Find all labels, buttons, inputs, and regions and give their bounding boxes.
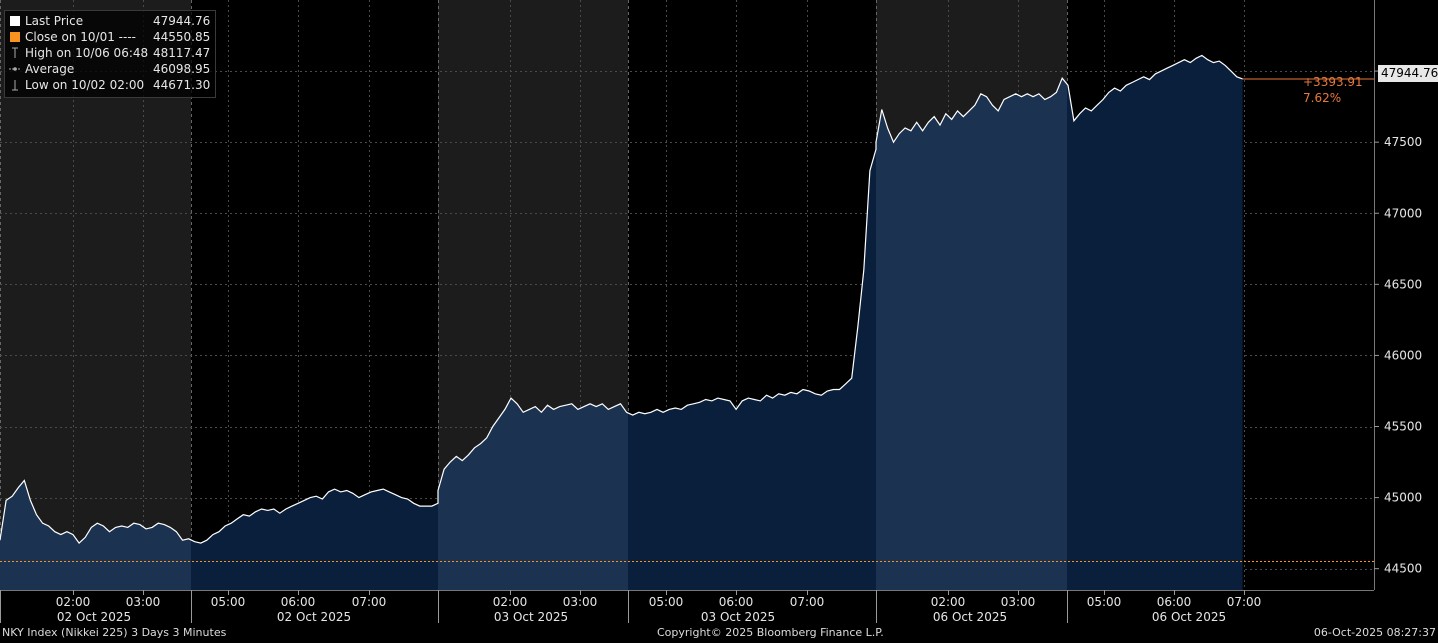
change-absolute: +3393.91 (1303, 75, 1363, 89)
legend-row-average: Average 46098.95 (9, 61, 210, 77)
legend-row-low: Low on 10/02 02:00 44671.30 (9, 77, 210, 93)
average-marker-icon (9, 63, 21, 75)
y-tick-label: 46500 (1384, 277, 1422, 291)
price-area-fill (0, 55, 1243, 590)
legend-box: Last Price 47944.76 Close on 10/01 ---- … (4, 10, 216, 98)
y-tick-label: 46000 (1384, 348, 1422, 362)
footer-ticker: NKY Index (Nikkei 225) 3 Days 3 Minutes (2, 626, 227, 639)
legend-swatch-last-price (9, 16, 21, 26)
x-tick-label: 05:00 (649, 595, 684, 609)
x-tick-label: 02:00 (493, 595, 528, 609)
high-marker-icon (9, 47, 21, 59)
y-axis: 4450045000455004600046500470004750048000 (1374, 0, 1422, 590)
x-tick-label: 07:00 (1227, 595, 1262, 609)
legend-row-last-price: Last Price 47944.76 (9, 13, 210, 29)
x-tick-label: 06:00 (281, 595, 316, 609)
x-tick-label: 06:00 (1157, 595, 1192, 609)
y-tick-label: 47000 (1384, 206, 1422, 220)
x-tick-label: 07:00 (352, 595, 387, 609)
footer-copyright: Copyright© 2025 Bloomberg Finance L.P. (657, 626, 884, 639)
y-tick-label: 44500 (1384, 562, 1422, 576)
last-price-badge: 47944.76 (1378, 65, 1438, 82)
y-tick-label: 47500 (1384, 135, 1422, 149)
x-tick-label: 02:00 (56, 595, 91, 609)
legend-row-close: Close on 10/01 ---- 44550.85 (9, 29, 210, 45)
y-tick-label: 45000 (1384, 491, 1422, 505)
x-tick-label: 03:00 (563, 595, 598, 609)
x-day-label: 02 Oct 2025 (57, 610, 131, 624)
x-day-label: 06 Oct 2025 (1152, 610, 1226, 624)
change-percent: 7.62% (1303, 91, 1342, 105)
low-marker-icon (9, 79, 21, 91)
legend-row-high: High on 10/06 06:48 48117.47 (9, 45, 210, 61)
legend-swatch-close (9, 32, 21, 42)
x-tick-label: 05:00 (211, 595, 246, 609)
x-day-label: 03 Oct 2025 (701, 610, 775, 624)
x-tick-label: 05:00 (1087, 595, 1122, 609)
last-price-line (0, 54, 1243, 545)
x-tick-label: 06:00 (719, 595, 754, 609)
off-session-band (0, 0, 191, 590)
x-tick-label: 02:00 (931, 595, 966, 609)
footer-timestamp: 06-Oct-2025 08:27:37 (1313, 626, 1436, 639)
x-day-label: 02 Oct 2025 (277, 610, 351, 624)
x-day-label: 06 Oct 2025 (933, 610, 1007, 624)
x-tick-label: 07:00 (790, 595, 825, 609)
x-tick-label: 03:00 (1001, 595, 1036, 609)
x-day-label: 03 Oct 2025 (494, 610, 568, 624)
y-tick-label: 45500 (1384, 420, 1422, 434)
x-tick-label: 03:00 (126, 595, 161, 609)
